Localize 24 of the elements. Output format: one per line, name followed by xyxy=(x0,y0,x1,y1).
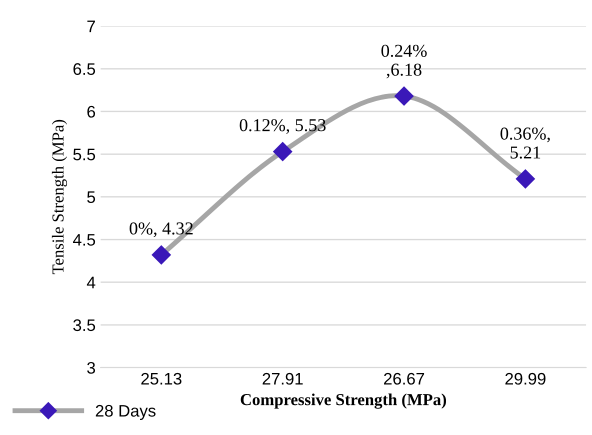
y-tick-label: 5.5 xyxy=(73,148,96,160)
x-tick-label: 26.67 xyxy=(384,372,424,385)
y-tick-label: 6 xyxy=(87,106,96,118)
x-axis-title: Compressive Strength (MPa) xyxy=(240,394,446,409)
x-tick-label: 25.13 xyxy=(141,372,182,385)
x-tick-label: 29.99 xyxy=(505,372,546,385)
y-tick-label: 4 xyxy=(86,276,96,288)
y-tick-label: 3 xyxy=(87,362,96,374)
point xyxy=(152,245,171,264)
y-tick-label: 4.5 xyxy=(72,234,96,246)
y-tick-label: 5 xyxy=(87,191,96,204)
y-axis-title: Tensile Strength (MPa) xyxy=(52,120,68,274)
data-label: 0.36%, 5.21 xyxy=(500,128,550,159)
data-label: 0%, 4.32 xyxy=(130,222,193,238)
y-tick-label: 3.5 xyxy=(73,319,96,332)
y-tick-label: 6.5 xyxy=(73,63,96,75)
point xyxy=(273,142,292,162)
point xyxy=(516,169,535,188)
y-tick-label: 7 xyxy=(87,20,95,32)
x-tick-label: 27.91 xyxy=(262,372,303,385)
legend-label: 28 Days xyxy=(96,404,156,420)
data-label: 0.24% ,6.18 xyxy=(381,44,427,78)
point xyxy=(394,86,414,106)
data-label: 0.12%, 5.53 xyxy=(240,119,326,134)
